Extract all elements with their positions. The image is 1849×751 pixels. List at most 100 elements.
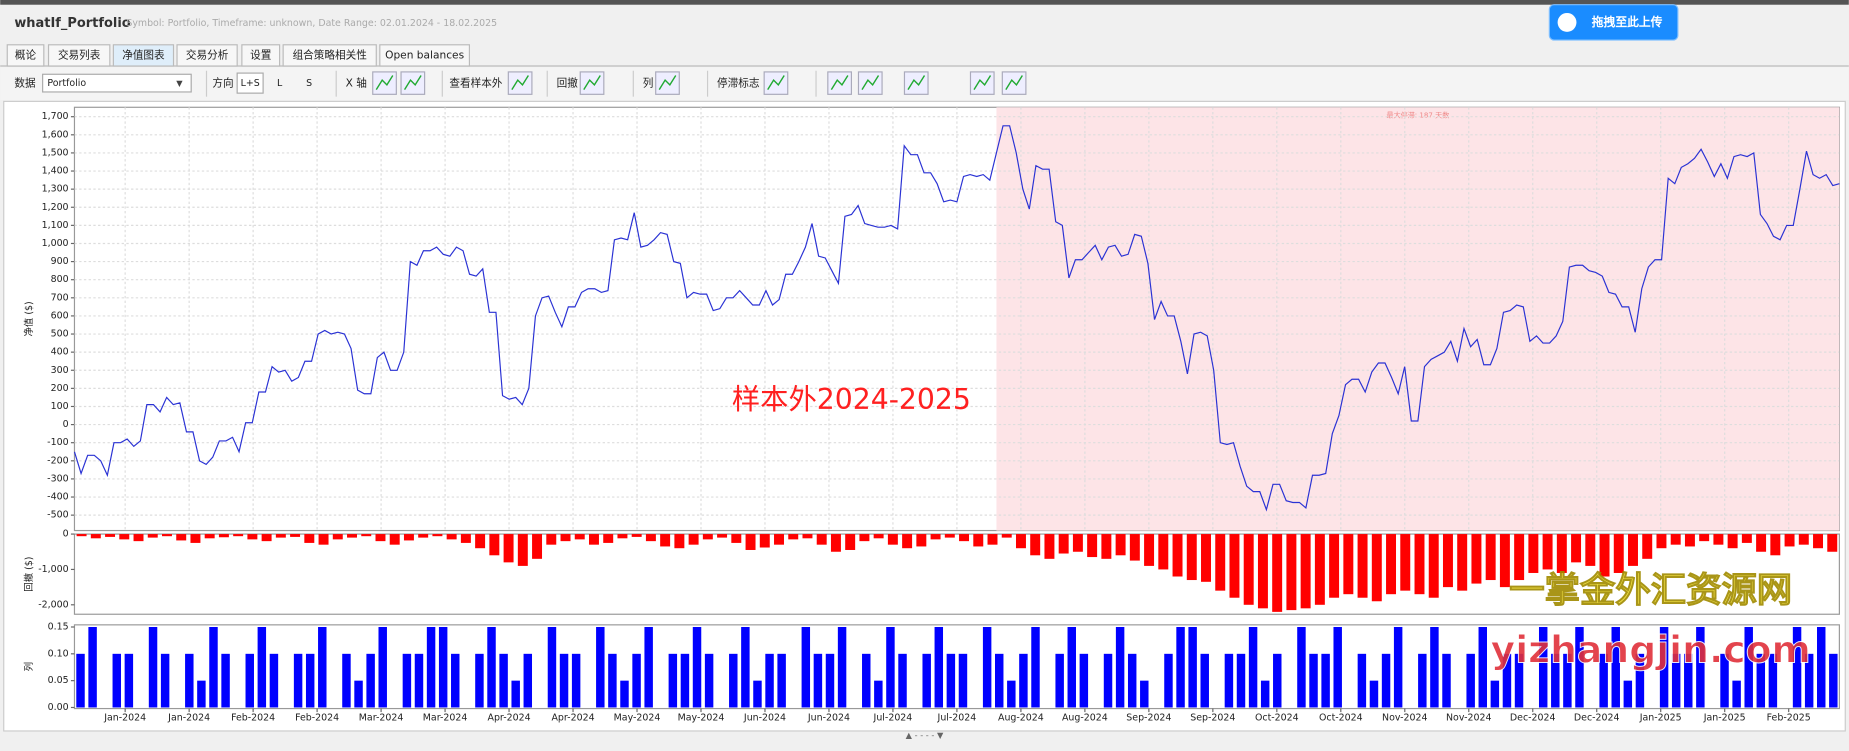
bar	[1499, 534, 1510, 588]
bar	[1418, 653, 1427, 708]
upload-text[interactable]: 拖拽至此上传	[1592, 15, 1663, 29]
toolbar-label: 查看样本外	[449, 77, 502, 90]
bar	[1236, 653, 1246, 708]
icon-glyph	[861, 75, 880, 90]
tab[interactable]	[176, 44, 238, 67]
y-tick-label: 700	[51, 292, 69, 303]
bar	[1457, 534, 1468, 591]
bar	[432, 534, 443, 537]
toolbar-label: 数据	[14, 77, 36, 90]
direction-option[interactable]: L	[277, 78, 283, 89]
bar	[1699, 534, 1710, 542]
bar	[729, 653, 738, 708]
dropdown-arrow[interactable]: ▼	[176, 78, 183, 88]
equity-line	[73, 125, 1840, 512]
bar	[845, 534, 856, 550]
bar	[1129, 534, 1140, 561]
tab-label[interactable]: 组合策略相关性	[293, 48, 368, 61]
bar	[617, 534, 628, 539]
bar	[1215, 534, 1226, 591]
tab[interactable]	[47, 44, 111, 67]
bar	[304, 534, 315, 543]
bar	[1656, 534, 1667, 549]
direction-box[interactable]	[236, 72, 264, 94]
bar	[620, 680, 629, 708]
bar	[898, 653, 907, 708]
bar	[608, 653, 617, 708]
y-tick-label: -300	[47, 473, 68, 484]
bar	[1072, 534, 1083, 552]
tab-label[interactable]: Open balances	[385, 48, 464, 61]
subtitle: Symbol: Portfolio, Timeframe: unknown, D…	[126, 18, 497, 29]
tab[interactable]	[282, 44, 377, 67]
bar	[318, 534, 329, 545]
bar	[523, 653, 533, 708]
bar	[354, 680, 363, 708]
bar	[644, 626, 653, 708]
data-select[interactable]	[42, 73, 192, 93]
bar	[813, 653, 823, 708]
bar	[1613, 534, 1624, 573]
bar	[1696, 626, 1705, 708]
x-tick-label: Oct-2024	[1255, 712, 1299, 723]
bar	[305, 653, 315, 708]
tab[interactable]	[241, 44, 281, 67]
bar	[1031, 626, 1040, 708]
bar	[1357, 534, 1368, 598]
tab[interactable]	[112, 44, 175, 67]
bar	[1297, 626, 1306, 708]
bar	[402, 653, 412, 708]
bar	[946, 653, 956, 708]
bar	[233, 534, 244, 537]
bar	[1272, 534, 1283, 612]
upload-button[interactable]	[1548, 4, 1679, 41]
y-tick-label: -1,000	[38, 564, 68, 575]
bar	[1144, 534, 1155, 566]
bar	[1019, 653, 1028, 708]
x-tick-label: Aug-2024	[998, 712, 1044, 723]
y-tick-label: 300	[51, 365, 69, 376]
tab-label[interactable]: 净值图表	[122, 48, 165, 61]
tab-label[interactable]: 交易列表	[58, 48, 101, 61]
tab[interactable]	[379, 44, 471, 67]
bar	[90, 534, 101, 539]
bar	[887, 534, 898, 545]
data-select-value[interactable]: Portfolio	[47, 78, 86, 89]
bar	[1585, 534, 1596, 566]
bar	[503, 534, 514, 563]
tab[interactable]	[6, 44, 45, 67]
bar	[837, 626, 847, 708]
bar	[1115, 534, 1126, 556]
bar	[1713, 534, 1724, 545]
tab-label[interactable]: 设置	[250, 48, 272, 61]
bar	[1007, 680, 1016, 708]
bar	[418, 534, 429, 538]
bar	[446, 534, 457, 540]
icon-glyph	[767, 75, 785, 90]
bar	[874, 680, 883, 708]
bar	[247, 534, 258, 540]
bar	[1386, 534, 1397, 595]
x-tick-label: Oct-2024	[1319, 712, 1363, 723]
icon-glyph	[658, 75, 677, 90]
tab-label[interactable]: 交易分析	[186, 48, 229, 61]
bar	[1286, 534, 1297, 611]
bar	[765, 653, 774, 708]
bar	[717, 534, 728, 538]
bar	[1067, 626, 1076, 708]
bar	[1563, 653, 1572, 708]
direction-option[interactable]: S	[306, 78, 312, 89]
y-tick-label: 0	[63, 419, 69, 430]
x-tick-label: Dec-2024	[1574, 712, 1620, 723]
bar	[571, 653, 581, 708]
tab-label[interactable]: 概论	[15, 48, 37, 61]
bar	[1158, 534, 1169, 570]
direction-option[interactable]: L+S	[241, 78, 260, 89]
out-of-sample-region	[996, 107, 1840, 531]
x-tick-label: Feb-2024	[231, 712, 275, 723]
x-tick-label: Nov-2024	[1446, 712, 1492, 723]
x-tick-label: Jun-2024	[807, 712, 850, 723]
bar	[1817, 626, 1826, 708]
icon-glyph	[907, 75, 926, 90]
x-tick-label: Jan-2024	[167, 712, 210, 723]
